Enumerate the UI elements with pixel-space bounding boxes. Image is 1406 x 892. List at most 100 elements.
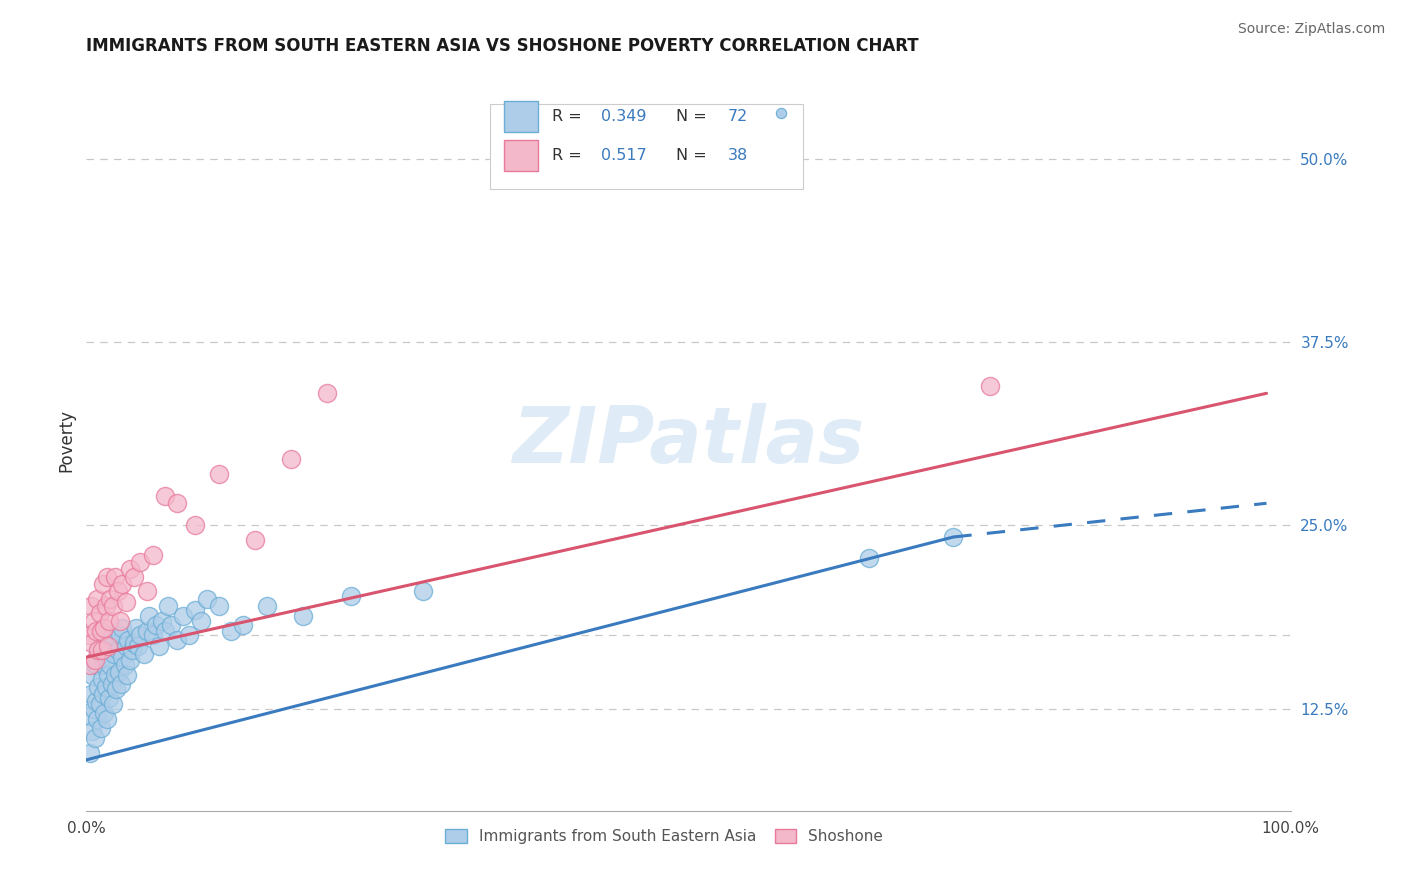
Point	[83, 653, 105, 667]
Point	[195, 591, 218, 606]
Point	[138, 609, 160, 624]
Point	[148, 639, 170, 653]
Point	[98, 691, 121, 706]
Point	[105, 682, 128, 697]
Y-axis label: Poverty: Poverty	[58, 409, 75, 473]
Point	[243, 533, 266, 547]
Point	[87, 680, 110, 694]
FancyBboxPatch shape	[489, 104, 803, 189]
Point	[84, 624, 107, 638]
Point	[141, 628, 163, 642]
Text: N =: N =	[676, 109, 713, 124]
Point	[79, 657, 101, 672]
Point	[91, 687, 114, 701]
Point	[108, 628, 131, 642]
Point	[111, 577, 134, 591]
Point	[159, 618, 181, 632]
Point	[117, 632, 139, 647]
Point	[316, 386, 339, 401]
Point	[97, 668, 120, 682]
Text: 0.517: 0.517	[600, 148, 647, 162]
Point	[83, 614, 105, 628]
Point	[129, 555, 152, 569]
Point	[89, 697, 111, 711]
Point	[208, 467, 231, 481]
Point	[96, 569, 118, 583]
Point	[87, 643, 110, 657]
Point	[115, 668, 138, 682]
Point	[108, 665, 131, 679]
Point	[340, 589, 363, 603]
Point	[89, 606, 111, 620]
Point	[942, 530, 965, 544]
Point	[412, 584, 434, 599]
Point	[103, 648, 125, 662]
Point	[115, 639, 138, 653]
Point	[80, 599, 103, 613]
Point	[93, 621, 115, 635]
Point	[111, 621, 134, 635]
Point	[124, 635, 146, 649]
Point	[177, 628, 200, 642]
Point	[124, 569, 146, 583]
Point	[979, 379, 1001, 393]
Point	[153, 489, 176, 503]
Point	[153, 624, 176, 638]
Point	[94, 599, 117, 613]
Point	[100, 676, 122, 690]
Point	[157, 599, 180, 613]
Point	[118, 653, 141, 667]
Point	[84, 657, 107, 672]
Point	[83, 731, 105, 745]
Text: 72: 72	[728, 109, 748, 124]
Point	[183, 603, 205, 617]
Text: 0.349: 0.349	[600, 109, 645, 124]
Point	[80, 687, 103, 701]
Point	[150, 614, 173, 628]
Point	[93, 657, 115, 672]
Bar	[505, 140, 538, 170]
Point	[87, 643, 110, 657]
Text: ZIPatlas: ZIPatlas	[512, 403, 865, 479]
Point	[129, 628, 152, 642]
Text: 38: 38	[728, 148, 748, 162]
Point	[127, 639, 149, 653]
Bar	[505, 101, 538, 132]
Point	[101, 697, 124, 711]
Point	[82, 668, 104, 682]
Point	[232, 618, 254, 632]
Point	[82, 635, 104, 649]
Point	[280, 452, 302, 467]
Point	[145, 618, 167, 632]
Point	[166, 632, 188, 647]
Point	[82, 723, 104, 738]
Point	[111, 650, 134, 665]
Point	[172, 609, 194, 624]
Point	[121, 643, 143, 657]
Point	[124, 621, 146, 635]
Point	[166, 496, 188, 510]
Point	[100, 657, 122, 672]
Point	[858, 550, 880, 565]
Point	[219, 624, 242, 638]
Point	[141, 548, 163, 562]
Point	[79, 746, 101, 760]
Point	[93, 706, 115, 720]
Point	[256, 599, 278, 613]
Point	[190, 614, 212, 628]
Text: R =: R =	[553, 109, 588, 124]
Point	[100, 591, 122, 606]
Point	[107, 584, 129, 599]
Text: Source: ZipAtlas.com: Source: ZipAtlas.com	[1237, 22, 1385, 37]
Point	[77, 628, 100, 642]
Point	[91, 650, 114, 665]
Point	[97, 639, 120, 653]
Point	[135, 624, 157, 638]
Point	[104, 668, 127, 682]
Point	[97, 635, 120, 649]
Point	[114, 657, 136, 672]
Point	[91, 672, 114, 686]
Legend: Immigrants from South Eastern Asia, Shoshone: Immigrants from South Eastern Asia, Shos…	[446, 829, 883, 844]
Point	[91, 643, 114, 657]
Point	[115, 594, 138, 608]
